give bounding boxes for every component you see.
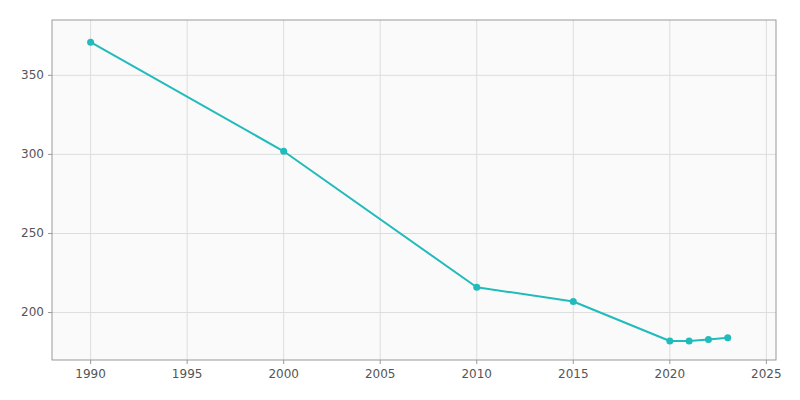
x-grid-line (90, 20, 91, 360)
x-tick (669, 360, 670, 364)
x-tick-label: 1995 (172, 367, 203, 381)
y-grid-line (52, 233, 776, 234)
point (473, 284, 480, 291)
x-tick-label: 2015 (558, 367, 589, 381)
x-tick-label: 1990 (75, 367, 106, 381)
y-tick (48, 154, 52, 155)
x-grid-line (573, 20, 574, 360)
chart: 200 250 300 350 1990 1995 2000 2005 2010 2015 2020… (0, 0, 800, 400)
y-tick (48, 312, 52, 313)
plot-frame (52, 20, 776, 360)
tick-labels: 200 250 300 350 1990 1995 2000 2005 2010 2015 2020… (21, 68, 782, 381)
plot-background (52, 20, 776, 360)
page: {"chart_data": {"type": "line", "x": [19… (0, 0, 800, 400)
x-tick (90, 360, 91, 364)
x-tick-label: 2005 (365, 367, 396, 381)
x-grid-line (766, 20, 767, 360)
x-tick (766, 360, 767, 364)
y-grid-line (52, 312, 776, 313)
y-tick-label: 300 (21, 147, 44, 161)
point (686, 338, 693, 345)
data-layer (87, 39, 731, 345)
y-tick-label: 350 (21, 68, 44, 82)
x-grid-line (380, 20, 381, 360)
y-tick-label: 250 (21, 226, 44, 240)
y-tick-label: 200 (21, 305, 44, 319)
point (666, 338, 673, 345)
point (724, 334, 731, 341)
point (570, 298, 577, 305)
x-tick (380, 360, 381, 364)
point (705, 336, 712, 343)
x-tick-label: 2010 (461, 367, 492, 381)
point (280, 148, 287, 155)
x-tick-label: 2025 (751, 367, 782, 381)
y-grid-line (52, 75, 776, 76)
point (87, 39, 94, 46)
grid (52, 20, 776, 360)
line (91, 42, 728, 341)
y-grid-line (52, 154, 776, 155)
x-tick (476, 360, 477, 364)
x-grid-line (187, 20, 188, 360)
x-grid-line (283, 20, 284, 360)
x-tick-label: 2000 (268, 367, 299, 381)
y-tick (48, 75, 52, 76)
x-tick (283, 360, 284, 364)
y-tick (48, 233, 52, 234)
x-tick-label: 2020 (655, 367, 686, 381)
x-tick (573, 360, 574, 364)
x-tick (187, 360, 188, 364)
x-grid-line (669, 20, 670, 360)
x-grid-line (476, 20, 477, 360)
